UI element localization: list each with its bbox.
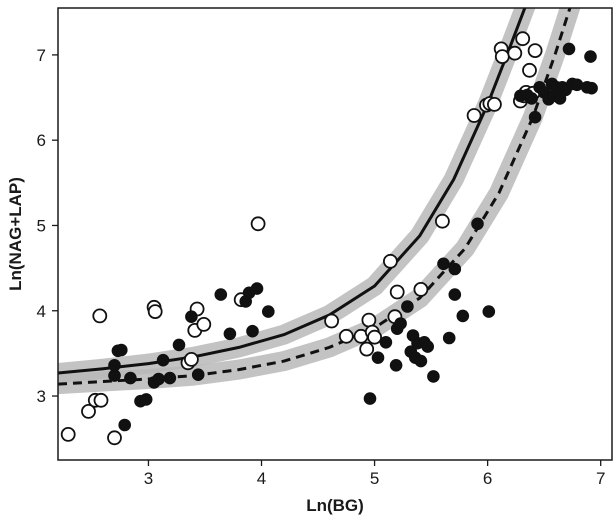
confidence-band-1: [58, 8, 536, 383]
open-circle-point: [107, 430, 122, 446]
x-tick-label: 4: [257, 469, 266, 488]
filled-circle-point: [156, 353, 170, 367]
filled-circle-point: [584, 50, 597, 63]
y-tick-label: 6: [37, 131, 46, 150]
open-circle-point: [367, 329, 383, 345]
filled-circle-point: [185, 310, 198, 324]
filled-circle-point: [585, 81, 598, 95]
y-axis-ticks: 3 4 5 6 7: [37, 46, 58, 406]
y-axis-title: Ln(NAG+LAP): [6, 177, 25, 291]
open-circle-point: [486, 97, 502, 112]
filled-circle-point: [371, 351, 385, 365]
filled-circle-point: [172, 338, 186, 352]
filled-circle-point: [414, 354, 428, 368]
filled-circle-point: [115, 343, 128, 357]
open-circle-point: [466, 108, 482, 123]
open-circle-point: [389, 284, 405, 300]
open-circle-point: [507, 45, 523, 61]
x-tick-label: 5: [370, 469, 379, 488]
y-tick-label: 5: [37, 216, 46, 235]
filled-circle-point: [152, 372, 165, 386]
filled-circle-point: [389, 359, 403, 372]
filled-circle-point: [528, 110, 542, 124]
data-points: [60, 31, 598, 446]
x-axis-ticks: 3 4 5 6 7: [144, 460, 605, 488]
open-circle-point: [359, 341, 375, 357]
open-circle-point: [324, 313, 340, 329]
filled-circle-point: [223, 327, 237, 341]
open-circle-point: [60, 426, 76, 442]
filled-circle-point: [562, 42, 576, 56]
filled-circle-point: [448, 262, 462, 276]
open-circle-point: [81, 403, 96, 419]
filled-circle-point: [191, 368, 205, 382]
filled-circle-point: [246, 324, 259, 338]
filled-circle-point: [471, 217, 484, 231]
x-axis-title: Ln(BG): [306, 496, 364, 515]
open-circle-point: [382, 253, 398, 269]
open-circle-point: [250, 216, 266, 232]
open-circle-point: [434, 213, 450, 229]
filled-circle-point: [456, 309, 470, 323]
x-tick-label: 6: [483, 469, 492, 488]
plot-frame: [57, 7, 613, 461]
filled-circle-point: [525, 92, 539, 105]
y-tick-label: 4: [37, 302, 46, 321]
filled-circle-point: [118, 418, 131, 432]
filled-circle-point: [214, 288, 228, 301]
open-circle-point: [527, 43, 543, 58]
open-circle-point: [361, 312, 377, 328]
y-tick-label: 7: [37, 46, 46, 65]
filled-circle-point: [401, 300, 414, 313]
filled-circle-point: [124, 371, 137, 385]
open-circle-point: [183, 351, 199, 367]
open-circle-point: [93, 392, 109, 408]
filled-circle-point: [442, 331, 456, 345]
filled-circle-point: [379, 336, 393, 349]
open-circle-point: [196, 316, 212, 332]
filled-circle-point: [363, 392, 377, 405]
filled-circle-point: [139, 393, 153, 406]
open-circle-point: [522, 62, 537, 78]
filled-circle-point: [163, 371, 177, 385]
filled-circle-point: [394, 317, 407, 330]
filled-circle-point: [421, 340, 435, 353]
open-circle-point: [413, 281, 429, 297]
x-tick-label: 3: [144, 469, 153, 488]
open-circle-point: [515, 31, 531, 47]
filled-circle-point: [437, 257, 450, 271]
filled-circle-point: [250, 282, 264, 295]
open-circle-point: [92, 308, 108, 324]
x-tick-label: 7: [596, 469, 605, 488]
filled-circle-point: [448, 288, 462, 301]
filled-circle-point: [262, 305, 275, 318]
open-circle-point: [494, 49, 510, 64]
y-tick-label: 3: [37, 387, 46, 406]
open-circle-point: [338, 328, 354, 344]
filled-circle-point: [427, 370, 440, 383]
open-circle-point: [147, 304, 163, 320]
filled-circle-point: [482, 305, 496, 318]
filled-circle-point: [108, 359, 121, 372]
